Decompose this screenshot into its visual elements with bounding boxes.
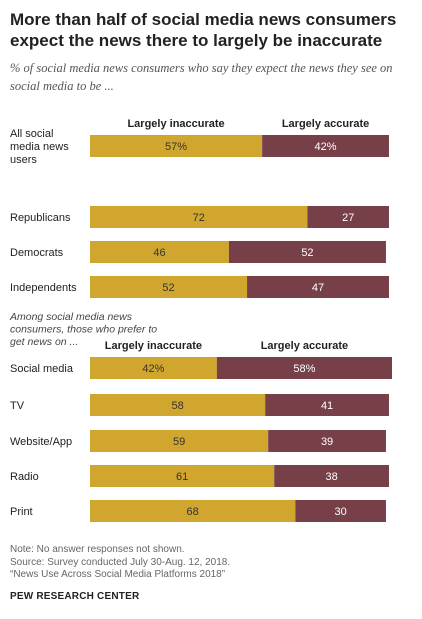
- chart-title: More than half of social media news cons…: [10, 10, 397, 50]
- group-heading-line: consumers, those who prefer to: [10, 324, 157, 336]
- row-label: media news: [10, 141, 69, 153]
- bar-largely-accurate: [268, 430, 386, 452]
- bar-largely-accurate: [265, 394, 389, 416]
- bar-largely-accurate: [262, 135, 389, 157]
- bar-largely-inaccurate: [90, 394, 266, 416]
- value-label-accurate: 42%: [315, 141, 337, 153]
- report-title: “News Use Across Social Media Platforms …: [10, 569, 226, 580]
- row-label: Independents: [10, 282, 77, 294]
- bar-largely-accurate: [295, 500, 386, 522]
- row-label: All social: [10, 128, 53, 140]
- value-label-inaccurate: 42%: [142, 363, 164, 375]
- value-label-accurate: 58%: [293, 363, 315, 375]
- chart-subtitle: % of social media news consumers who say…: [10, 61, 393, 93]
- value-label-inaccurate: 72: [193, 212, 205, 224]
- bar-largely-inaccurate: [90, 465, 275, 487]
- value-label-inaccurate: 57%: [165, 141, 187, 153]
- value-label-inaccurate: 59: [173, 436, 185, 448]
- row-label: Democrats: [10, 247, 64, 259]
- row-label: Radio: [10, 471, 39, 483]
- value-label-inaccurate: 61: [176, 471, 188, 483]
- legend-largely-inaccurate: Largely inaccurate: [127, 118, 224, 130]
- bar-largely-accurate: [274, 465, 389, 487]
- value-label-inaccurate: 58: [171, 400, 183, 412]
- value-label-accurate: 30: [335, 506, 347, 518]
- bar-largely-inaccurate: [90, 430, 269, 452]
- chart-notes: Note: No answer responses not shown. Sou…: [10, 544, 414, 582]
- value-label-accurate: 27: [342, 212, 354, 224]
- source-text: Source: Survey conducted July 30-Aug. 12…: [10, 556, 231, 568]
- bar-largely-inaccurate: [90, 276, 248, 298]
- note-text: Note: No answer responses not shown.: [10, 544, 185, 555]
- value-label-inaccurate: 52: [162, 282, 174, 294]
- bar-largely-inaccurate: [90, 357, 217, 379]
- organization-name: PEW RESEARCH CENTER: [10, 591, 140, 602]
- bar-largely-inaccurate: [90, 500, 296, 522]
- row-label: Social media: [10, 363, 74, 375]
- value-label-accurate: 38: [325, 471, 337, 483]
- legend-largely-accurate: Largely accurate: [282, 118, 369, 130]
- bar-largely-inaccurate: [90, 241, 229, 263]
- row-label: users: [10, 154, 37, 166]
- row-label: Republicans: [10, 212, 71, 224]
- group-heading-line: get news on ...: [10, 336, 78, 348]
- legend-largely-inaccurate: Largely inaccurate: [105, 340, 202, 352]
- legend-largely-accurate: Largely accurate: [261, 340, 348, 352]
- value-label-inaccurate: 46: [153, 247, 165, 259]
- bar-largely-inaccurate: [90, 135, 263, 157]
- bar-largely-inaccurate: [90, 206, 308, 228]
- bar-largely-accurate: [228, 241, 386, 263]
- bar-largely-accurate: [216, 357, 392, 379]
- bar-largely-accurate: [307, 206, 389, 228]
- value-label-accurate: 41: [321, 400, 333, 412]
- row-label: Print: [10, 506, 33, 518]
- value-label-inaccurate: 68: [187, 506, 199, 518]
- stacked-bar-chart: Largely inaccurate Largely accurate All so…: [9, 118, 392, 522]
- value-label-accurate: 52: [301, 247, 313, 259]
- value-label-accurate: 47: [312, 282, 324, 294]
- group-heading-line: Among social media news: [9, 311, 133, 323]
- bar-largely-accurate: [247, 276, 389, 298]
- row-label: Website/App: [10, 436, 72, 448]
- row-label: TV: [10, 400, 25, 412]
- value-label-accurate: 39: [321, 436, 333, 448]
